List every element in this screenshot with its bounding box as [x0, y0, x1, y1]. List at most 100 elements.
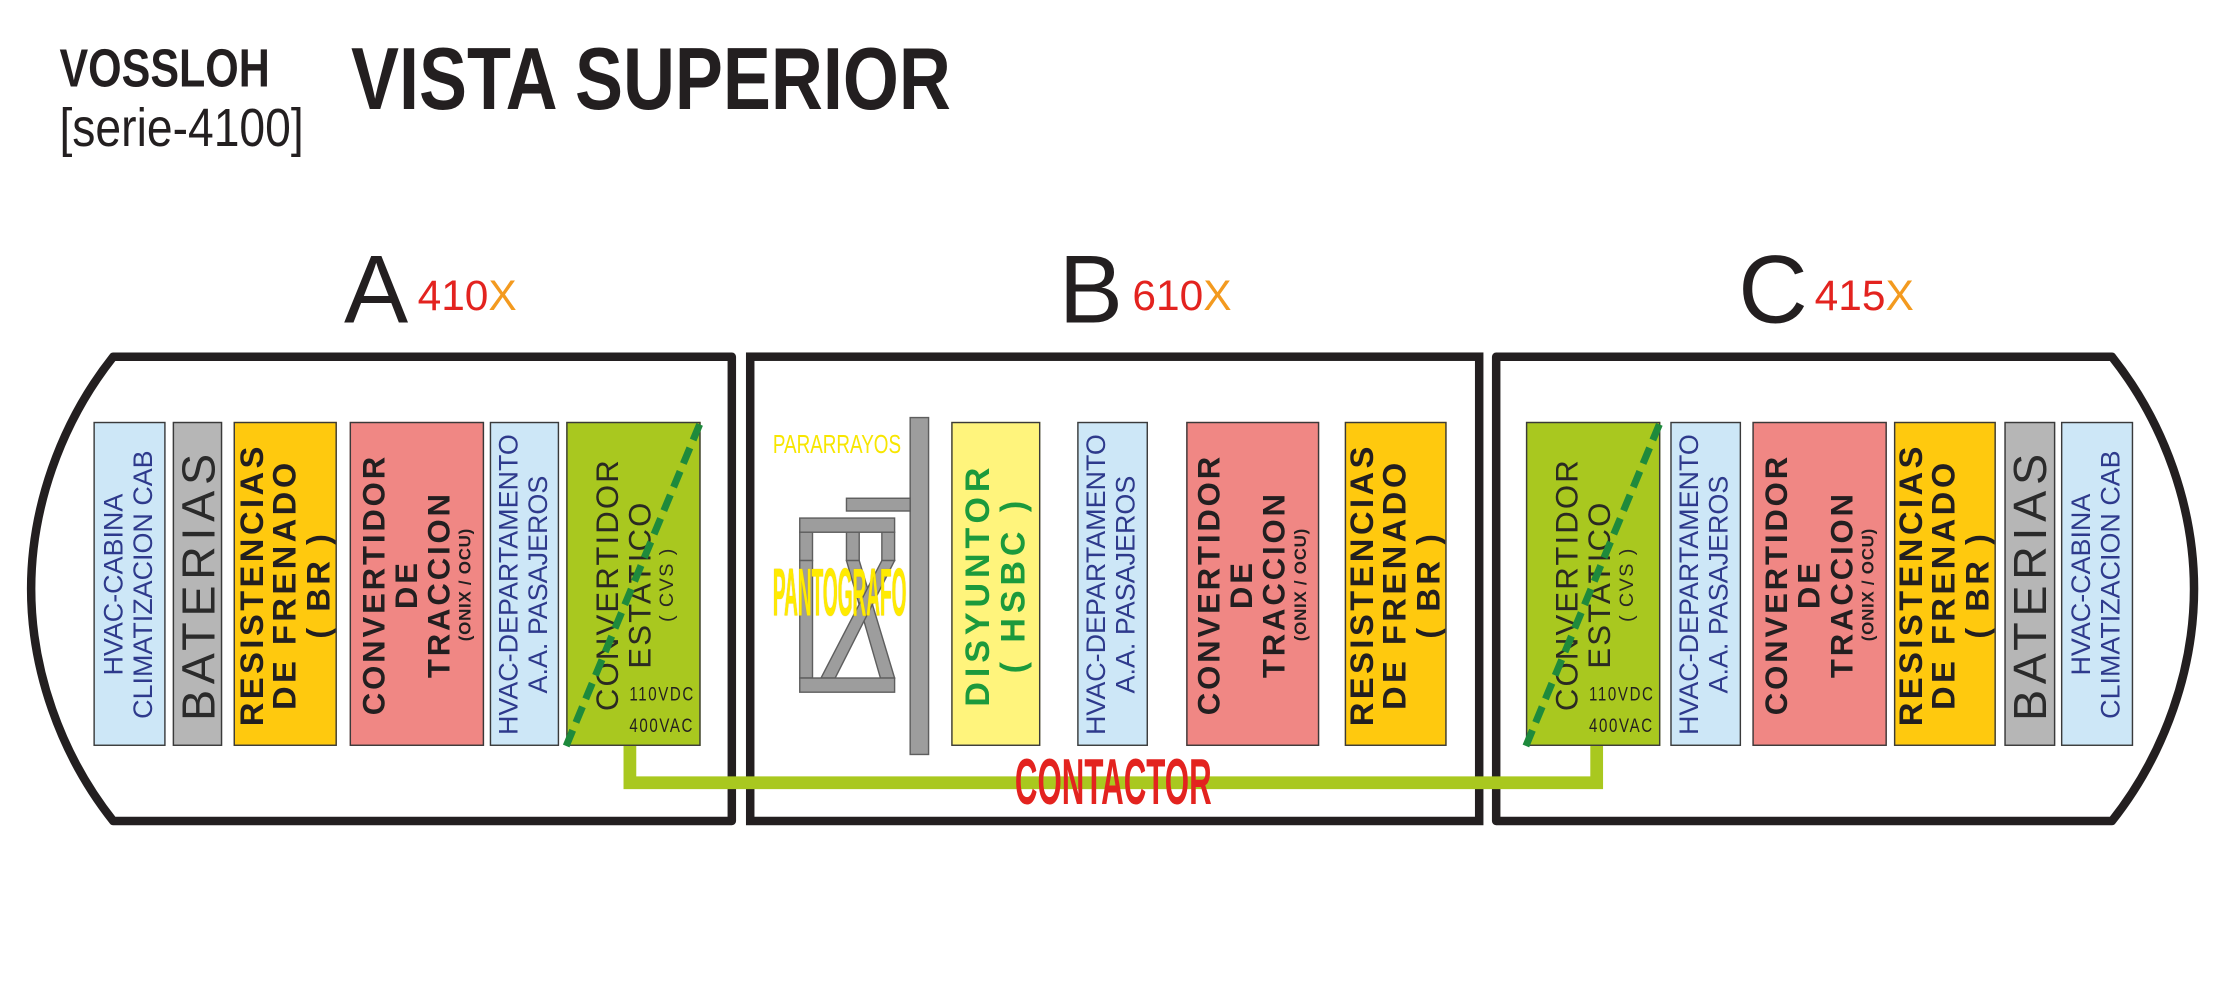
car-c-code: 415X — [1814, 273, 1914, 320]
label-line: HVAC-CABINA — [99, 492, 129, 675]
hvac-cabina-box-c: HVAC-CABINA CLIMATIZACION CAB — [2060, 421, 2134, 746]
label-line: ( HSBC ) — [994, 495, 1033, 673]
pararrayos-label: PARARRAYOS — [772, 430, 902, 459]
component-label: HVAC-DEPARTAMENTO A.A. PASAJEROS — [1082, 424, 1142, 744]
label-line: TRACCION — [1256, 490, 1292, 678]
label-line: BATERIAS — [172, 447, 223, 721]
label-line: CONVERTIDOR — [355, 453, 391, 715]
label-line: CLIMATIZACION CAB — [128, 449, 158, 719]
component-label: RESISTENCIAS DE FRENADO ( BR ) — [1893, 424, 1996, 744]
hvac-departamento-box-b: HVAC-DEPARTAMENTO A.A. PASAJEROS — [1077, 421, 1148, 746]
component-label: HVAC-DEPARTAMENTO A.A. PASAJEROS — [1675, 424, 1735, 744]
pantograph-mast — [909, 416, 930, 756]
label-line: CONVERTIDOR — [588, 457, 625, 711]
car-a-letter: A — [343, 236, 409, 344]
label-line: (ONIX / OCU) — [1857, 527, 1878, 641]
label-line: ( BR ) — [1409, 529, 1447, 638]
label-line: HVAC-DEPARTAMENTO — [493, 433, 524, 735]
output-voltages: 110VDC 400VAC — [630, 678, 696, 740]
baterias-box-a: BATERIAS — [172, 421, 223, 746]
label-line: CONVERTIDOR — [1758, 453, 1794, 715]
component-label: BATERIAS — [174, 424, 221, 744]
component-label: RESISTENCIAS DE FRENADO ( BR ) — [233, 424, 336, 744]
label-line: RESISTENCIAS — [233, 442, 270, 726]
output-voltages: 110VDC 400VAC — [1589, 678, 1655, 740]
output-voltage-dc: 110VDC — [629, 682, 696, 705]
output-voltage-ac: 400VAC — [629, 713, 695, 737]
resistencias-frenado-box-b: RESISTENCIAS DE FRENADO ( BR ) — [1344, 421, 1447, 746]
component-label: RESISTENCIAS DE FRENADO ( BR ) — [1344, 424, 1447, 744]
label-line: ESTATICO — [621, 499, 658, 668]
label-line: CONVERTIDOR — [1191, 453, 1227, 715]
car-b-number: 610 — [1132, 273, 1204, 320]
convertidor-traccion-box-c: CONVERTIDOR DE TRACCION (ONIX / OCU) — [1752, 421, 1887, 746]
baterias-box-c: BATERIAS — [2004, 421, 2056, 746]
resistencias-frenado-box-c: RESISTENCIAS DE FRENADO ( BR ) — [1893, 421, 1996, 746]
label-line: (ONIX / OCU) — [1290, 527, 1311, 641]
car-a-code: 410X — [417, 273, 517, 320]
car-c-suffix: X — [1885, 273, 1914, 320]
label-line: RESISTENCIAS — [1893, 442, 1930, 726]
convertidor-estatico-box-a: CONVERTIDOR ESTATICO ( CVS ) 110VDC 400V… — [566, 421, 701, 746]
component-label: HVAC-CABINA CLIMATIZACION CAB — [2066, 424, 2126, 744]
label-line: ESTATICO — [1581, 499, 1617, 668]
car-b-suffix: X — [1203, 273, 1232, 320]
page-title: VISTA SUPERIOR — [351, 31, 951, 129]
label-line: A.A. PASAJEROS — [1704, 475, 1734, 693]
label-line: TRACCION — [1823, 490, 1859, 678]
label-line: HVAC-CABINA — [2066, 492, 2097, 675]
contactor-label: CONTACTOR — [1014, 744, 1212, 819]
car-b-code: 610X — [1132, 273, 1232, 320]
label-line: DE — [388, 559, 424, 609]
component-label: HVAC-CABINA CLIMATIZACION CAB — [99, 424, 158, 744]
hvac-departamento-box-a: HVAC-DEPARTAMENTO A.A. PASAJEROS — [489, 421, 560, 746]
pantograph-connector — [845, 497, 911, 512]
pantograph-base — [799, 677, 896, 693]
label-line: DE — [1223, 559, 1260, 609]
convertidor-traccion-box-b: CONVERTIDOR DE TRACCION (ONIX / OCU) — [1186, 421, 1320, 746]
label-line: CLIMATIZACION CAB — [2095, 449, 2126, 719]
label-line: DISYUNTOR — [958, 461, 997, 706]
label-line: BATERIAS — [2004, 447, 2056, 721]
brand-name: VOSSLOH — [59, 39, 270, 100]
label-line: ( BR ) — [1958, 529, 1996, 638]
component-label: CONVERTIDOR DE TRACCION (ONIX / OCU) — [1758, 424, 1880, 744]
label-line: DE FRENADO — [1925, 458, 1963, 710]
resistencias-frenado-box-a: RESISTENCIAS DE FRENADO ( BR ) — [233, 421, 337, 746]
label-line: CONVERTIDOR — [1548, 457, 1585, 711]
label-line: HVAC-DEPARTAMENTO — [1082, 433, 1112, 735]
component-label: CONVERTIDOR DE TRACCION (ONIX / OCU) — [1191, 424, 1313, 744]
hvac-cabina-box-a: HVAC-CABINA CLIMATIZACION CAB — [93, 421, 166, 746]
car-c-letter: C — [1738, 236, 1808, 344]
component-label: CONVERTIDOR DE TRACCION (ONIX / OCU) — [355, 424, 477, 744]
output-voltage-dc: 110VDC — [1589, 682, 1655, 705]
label-line: HVAC-DEPARTAMENTO — [1675, 433, 1705, 735]
car-a-number: 410 — [417, 273, 489, 320]
label-line: A.A. PASAJEROS — [1111, 475, 1141, 693]
label-line: TRACCION — [420, 490, 457, 678]
component-label: DISYUNTOR ( HSBC ) — [958, 424, 1033, 744]
car-a-suffix: X — [488, 273, 517, 320]
label-line: DE FRENADO — [265, 458, 303, 710]
pantograph-head — [799, 517, 896, 533]
car-c-number: 415 — [1814, 273, 1886, 320]
disyuntor-box-b: DISYUNTOR ( HSBC ) — [951, 421, 1041, 746]
car-b-letter: B — [1058, 236, 1124, 344]
label-line: A.A. PASAJEROS — [523, 475, 553, 693]
pantografo-label: PANTOGRAFO — [772, 556, 907, 632]
label-line: ( CVS ) — [1614, 546, 1637, 622]
label-line: (ONIX / OCU) — [454, 527, 475, 641]
convertidor-traccion-box-a: CONVERTIDOR DE TRACCION (ONIX / OCU) — [349, 421, 485, 746]
label-line: ( CVS ) — [654, 546, 677, 622]
component-label: BATERIAS — [2004, 424, 2056, 744]
label-line: RESISTENCIAS — [1344, 442, 1380, 726]
series-label: [serie-4100] — [59, 99, 304, 159]
label-line: DE — [1790, 559, 1827, 609]
label-line: DE FRENADO — [1376, 458, 1414, 710]
hvac-departamento-box-c: HVAC-DEPARTAMENTO A.A. PASAJEROS — [1670, 421, 1742, 746]
output-voltage-ac: 400VAC — [1589, 713, 1654, 737]
label-line: ( BR ) — [298, 529, 336, 638]
convertidor-estatico-box-c: CONVERTIDOR ESTATICO ( CVS ) 110VDC 400V… — [1525, 421, 1661, 746]
component-label: HVAC-DEPARTAMENTO A.A. PASAJEROS — [493, 424, 553, 744]
